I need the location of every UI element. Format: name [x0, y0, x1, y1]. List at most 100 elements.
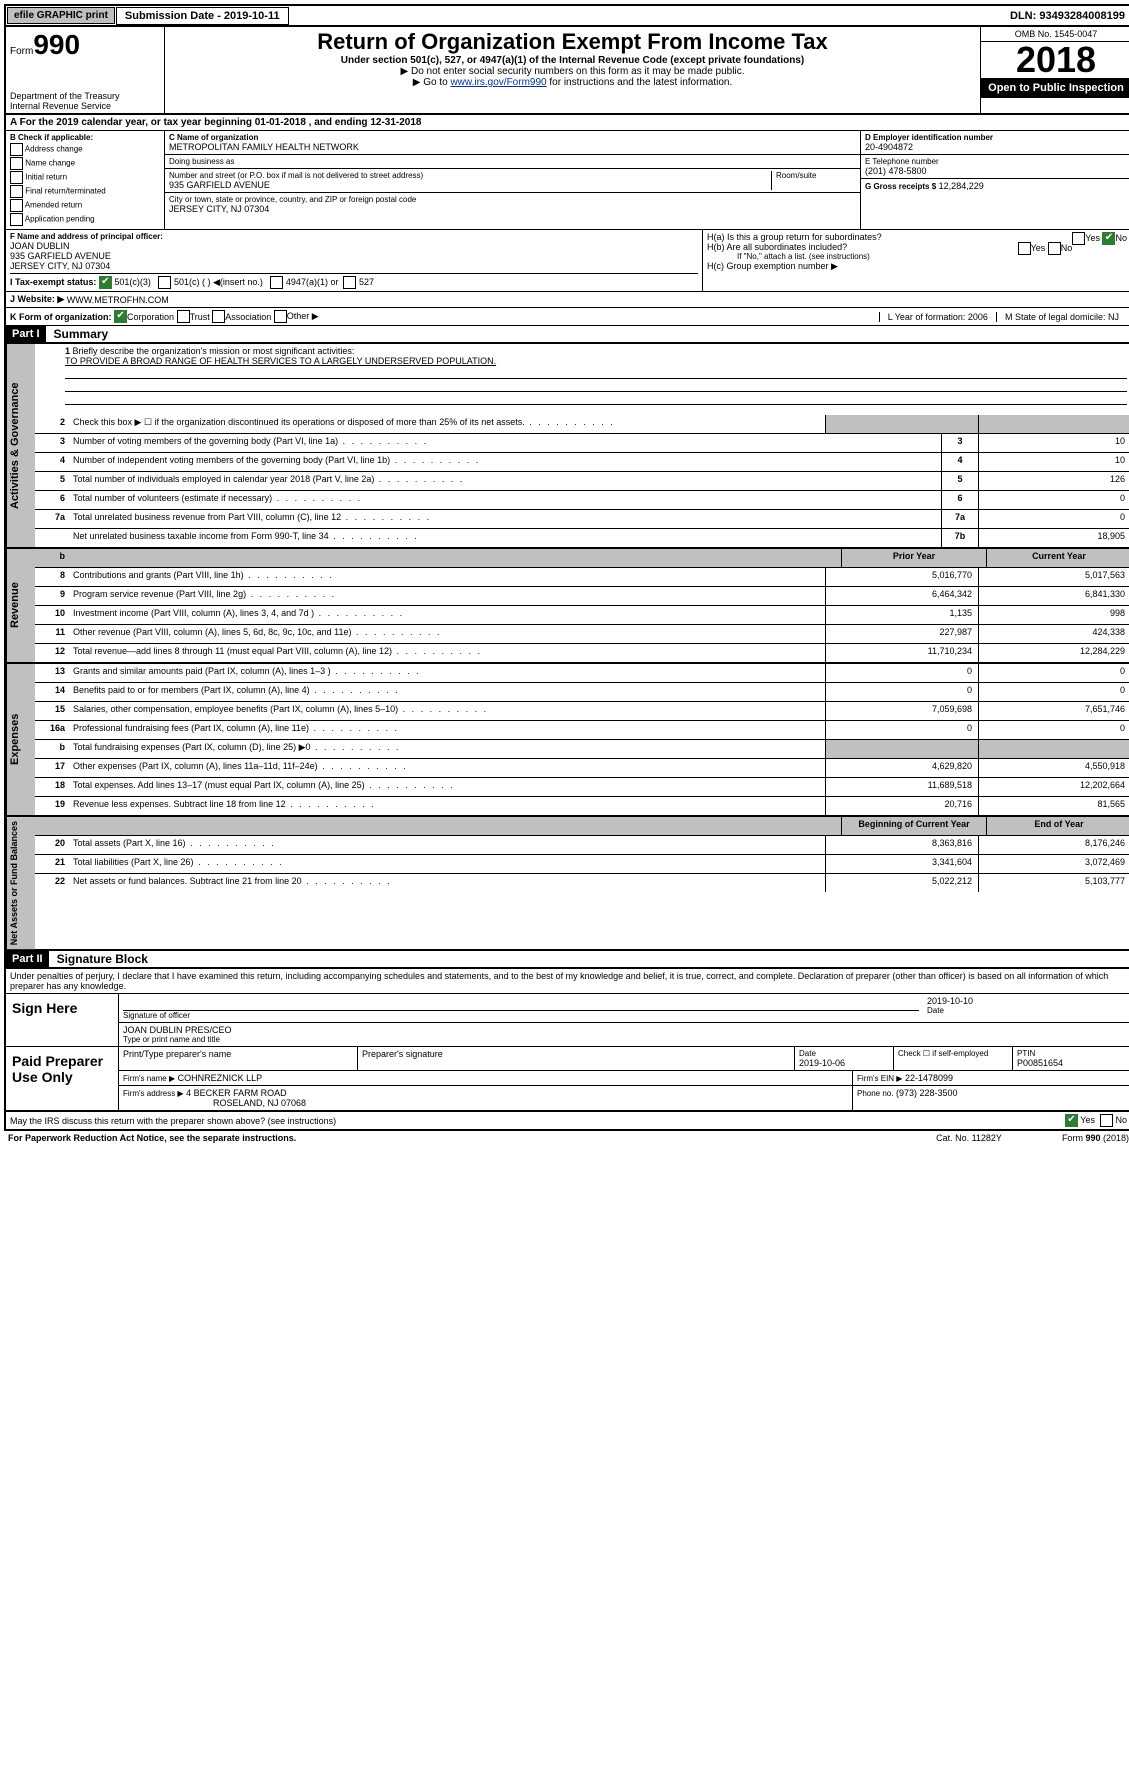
addr-change[interactable]: Address change	[10, 143, 160, 156]
table-row: 7aTotal unrelated business revenue from …	[35, 510, 1129, 529]
tax-year: 2018	[981, 42, 1129, 78]
declaration-text: Under penalties of perjury, I declare th…	[4, 969, 1129, 994]
table-row: bTotal fundraising expenses (Part IX, co…	[35, 740, 1129, 759]
form-label: Form990	[10, 29, 160, 61]
org-addr: 935 GARFIELD AVENUE	[169, 180, 771, 190]
officer-name: JOAN DUBLIN	[10, 241, 698, 251]
dba-label: Doing business as	[169, 157, 856, 166]
type-name-label: Type or print name and title	[123, 1035, 232, 1044]
irs-link[interactable]: www.irs.gov/Form990	[450, 77, 546, 88]
table-row: 2Check this box ▶ ☐ if the organization …	[35, 415, 1129, 434]
discuss-no[interactable]	[1100, 1114, 1113, 1127]
signature-section: Sign Here Signature of officer 2019-10-1…	[4, 994, 1129, 1112]
501c3-label: 501(c)(3)	[114, 277, 151, 287]
netassets-section: Net Assets or Fund Balances Beginning of…	[4, 817, 1129, 951]
table-row: 21Total liabilities (Part X, line 26)3,3…	[35, 855, 1129, 874]
name-change[interactable]: Name change	[10, 157, 160, 170]
k-label: K Form of organization:	[10, 312, 112, 322]
governance-label: Activities & Governance	[6, 344, 35, 547]
line1-label: Briefly describe the organization's miss…	[73, 346, 355, 356]
4947-check[interactable]	[270, 276, 283, 289]
section-b: B Check if applicable: Address change Na…	[6, 131, 165, 229]
501c-check[interactable]	[158, 276, 171, 289]
table-row: 16aProfessional fundraising fees (Part I…	[35, 721, 1129, 740]
discuss-yes[interactable]	[1065, 1114, 1078, 1127]
firm-addr2: ROSELAND, NJ 07068	[123, 1098, 848, 1108]
firm-addr1: 4 BECKER FARM ROAD	[186, 1088, 287, 1098]
self-employed: Check ☐ if self-employed	[894, 1047, 1013, 1070]
section-deg: D Employer identification number 20-4904…	[861, 131, 1129, 229]
addr-label: Number and street (or P.O. box if mail i…	[169, 171, 771, 180]
table-row: 3Number of voting members of the governi…	[35, 434, 1129, 453]
discuss-label: May the IRS discuss this return with the…	[10, 1116, 336, 1126]
initial-return[interactable]: Initial return	[10, 171, 160, 184]
table-row: Net unrelated business taxable income fr…	[35, 529, 1129, 547]
hc-label: H(c) Group exemption number ▶	[707, 261, 1127, 272]
part2-badge: Part II	[6, 951, 49, 967]
ptin: P00851654	[1017, 1058, 1127, 1068]
hb-yes[interactable]	[1018, 242, 1031, 255]
ptin-label: PTIN	[1017, 1049, 1127, 1058]
prep-phone-label: Phone no.	[857, 1089, 893, 1098]
table-row: 19Revenue less expenses. Subtract line 1…	[35, 797, 1129, 815]
efile-button[interactable]: efile GRAPHIC print	[7, 7, 115, 24]
501c-label: 501(c) ( ) ◀(insert no.)	[174, 277, 263, 287]
sig-officer-label: Signature of officer	[123, 1011, 919, 1020]
form-word: Form	[10, 46, 33, 57]
mission-text: TO PROVIDE A BROAD RANGE OF HEALTH SERVI…	[65, 356, 1127, 366]
expenses-section: Expenses 13Grants and similar amounts pa…	[4, 664, 1129, 817]
cat-no: Cat. No. 11282Y	[936, 1133, 1002, 1143]
discuss-row: May the IRS discuss this return with the…	[4, 1112, 1129, 1131]
officer-printed: JOAN DUBLIN PRES/CEO	[123, 1025, 232, 1035]
tax-status-label: I Tax-exempt status:	[10, 277, 96, 287]
ha-label: H(a) Is this a group return for subordin…	[707, 232, 882, 242]
hb-no[interactable]	[1048, 242, 1061, 255]
phone-label: E Telephone number	[865, 157, 1127, 166]
ha-no[interactable]	[1102, 232, 1115, 245]
section-fh: F Name and address of principal officer:…	[4, 230, 1129, 292]
yes-label: Yes	[1080, 1115, 1095, 1125]
revenue-label: Revenue	[6, 549, 35, 662]
527-check[interactable]	[343, 276, 356, 289]
assoc-check[interactable]	[212, 310, 225, 323]
part1-title: Summary	[46, 327, 109, 341]
501c3-check[interactable]	[99, 276, 112, 289]
4947-label: 4947(a)(1) or	[286, 277, 339, 287]
end-year-hdr: End of Year	[986, 817, 1129, 835]
other-check[interactable]	[274, 310, 287, 323]
begin-year-hdr: Beginning of Current Year	[841, 817, 986, 835]
sign-here-label: Sign Here	[6, 994, 119, 1046]
goto-pre: ▶ Go to	[413, 77, 451, 88]
open-public-badge: Open to Public Inspection	[981, 78, 1129, 98]
ha-yes[interactable]	[1072, 232, 1085, 245]
section-bcde: B Check if applicable: Address change Na…	[4, 131, 1129, 230]
firm-ein: 22-1478099	[905, 1073, 953, 1083]
hb-label: H(b) Are all subordinates included?	[707, 242, 847, 252]
website-url: WWW.METROFHN.COM	[67, 295, 169, 305]
subtitle-3: ▶ Go to www.irs.gov/Form990 for instruct…	[169, 77, 976, 88]
app-pending[interactable]: Application pending	[10, 213, 160, 226]
phone: (201) 478-5800	[865, 166, 1127, 176]
officer-addr2: JERSEY CITY, NJ 07304	[10, 261, 698, 271]
prep-date-label: Date	[799, 1049, 889, 1058]
header-row-begin-end: Beginning of Current Year End of Year	[35, 817, 1129, 836]
form-footer: Form 990 (2018)	[1062, 1133, 1129, 1143]
final-return[interactable]: Final return/terminated	[10, 185, 160, 198]
section-c: C Name of organization METROPOLITAN FAMI…	[165, 131, 861, 229]
amended-return[interactable]: Amended return	[10, 199, 160, 212]
corp-check[interactable]	[114, 310, 127, 323]
line-a: A For the 2019 calendar year, or tax yea…	[4, 115, 1129, 131]
firm-name: COHNREZNICK LLP	[178, 1073, 263, 1083]
paid-preparer-label: Paid Preparer Use Only	[6, 1047, 119, 1110]
table-row: 13Grants and similar amounts paid (Part …	[35, 664, 1129, 683]
table-row: 9Program service revenue (Part VIII, lin…	[35, 587, 1129, 606]
gross-receipts: 12,284,229	[939, 181, 984, 191]
trust-check[interactable]	[177, 310, 190, 323]
table-row: 15Salaries, other compensation, employee…	[35, 702, 1129, 721]
527-label: 527	[359, 277, 374, 287]
prep-phone: (973) 228-3500	[896, 1088, 958, 1098]
state-domicile: M State of legal domicile: NJ	[996, 312, 1127, 322]
section-klm: K Form of organization: Corporation Trus…	[4, 308, 1129, 326]
city-label: City or town, state or province, country…	[169, 195, 856, 204]
b-label: B Check if applicable:	[10, 133, 160, 142]
